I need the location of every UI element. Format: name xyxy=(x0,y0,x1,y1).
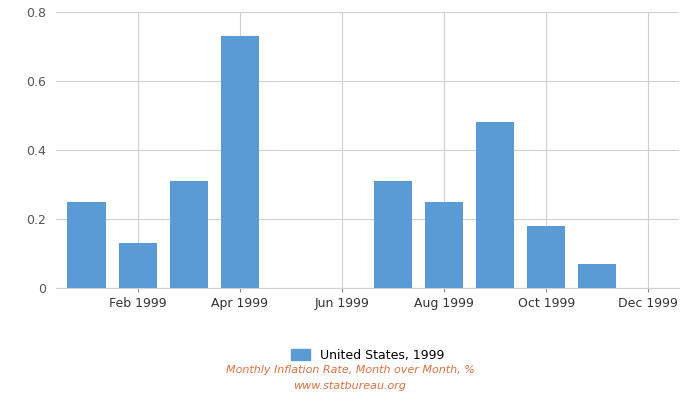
Bar xyxy=(169,181,208,288)
Bar xyxy=(527,226,566,288)
Bar xyxy=(476,122,514,288)
Bar xyxy=(67,202,106,288)
Text: Monthly Inflation Rate, Month over Month, %: Monthly Inflation Rate, Month over Month… xyxy=(225,365,475,375)
Text: www.statbureau.org: www.statbureau.org xyxy=(293,381,407,391)
Bar xyxy=(578,264,617,288)
Bar xyxy=(220,36,259,288)
Bar xyxy=(374,181,412,288)
Legend: United States, 1999: United States, 1999 xyxy=(286,344,449,367)
Bar xyxy=(425,202,463,288)
Bar xyxy=(118,243,157,288)
